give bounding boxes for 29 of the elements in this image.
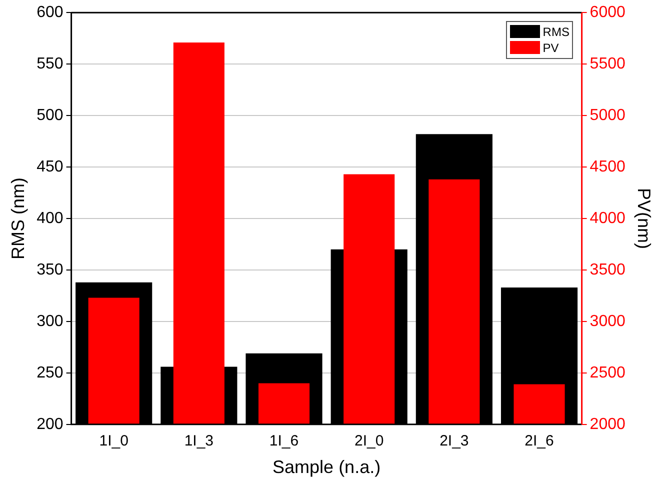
y2-tick-label: 6000	[590, 4, 626, 22]
y2-tick-label: 4000	[590, 210, 626, 227]
y2-tick-label: 2500	[590, 364, 626, 382]
y-tick-label: 350	[36, 261, 64, 278]
x-tick-label: 2I_3	[440, 432, 469, 450]
y2-axis-title: PV(nm)	[634, 188, 654, 250]
x-tick-label: 2I_0	[354, 432, 384, 450]
legend-label: PV	[542, 40, 559, 56]
y-tick-label: 550	[36, 55, 64, 72]
y-tick-label: 500	[36, 106, 64, 124]
y-tick-label: 600	[36, 4, 64, 22]
x-tick-label: 1I_6	[269, 432, 299, 450]
y-tick-label: 450	[36, 158, 64, 176]
y-tick-label: 300	[36, 312, 64, 330]
y2-tick-label: 3000	[590, 312, 626, 330]
y2-tick-label: 4500	[590, 158, 626, 176]
x-tick-label: 1I_3	[184, 432, 214, 450]
y2-tick-label: 2000	[590, 416, 626, 433]
y-tick-label: 200	[36, 416, 64, 433]
y2-tick-label: 5000	[590, 106, 626, 124]
y-tick-label: 400	[36, 210, 64, 227]
x-tick-label: 1I_0	[99, 432, 128, 450]
y2-tick-label: 5500	[590, 55, 626, 72]
x-axis-title: Sample (n.a.)	[272, 457, 381, 478]
x-tick-label: 2I_6	[524, 432, 554, 450]
y-axis-title: RMS (nm)	[8, 178, 28, 260]
y-tick-label: 250	[36, 364, 64, 382]
y2-tick-label: 3500	[590, 261, 626, 278]
legend-label: RMS	[542, 24, 570, 40]
